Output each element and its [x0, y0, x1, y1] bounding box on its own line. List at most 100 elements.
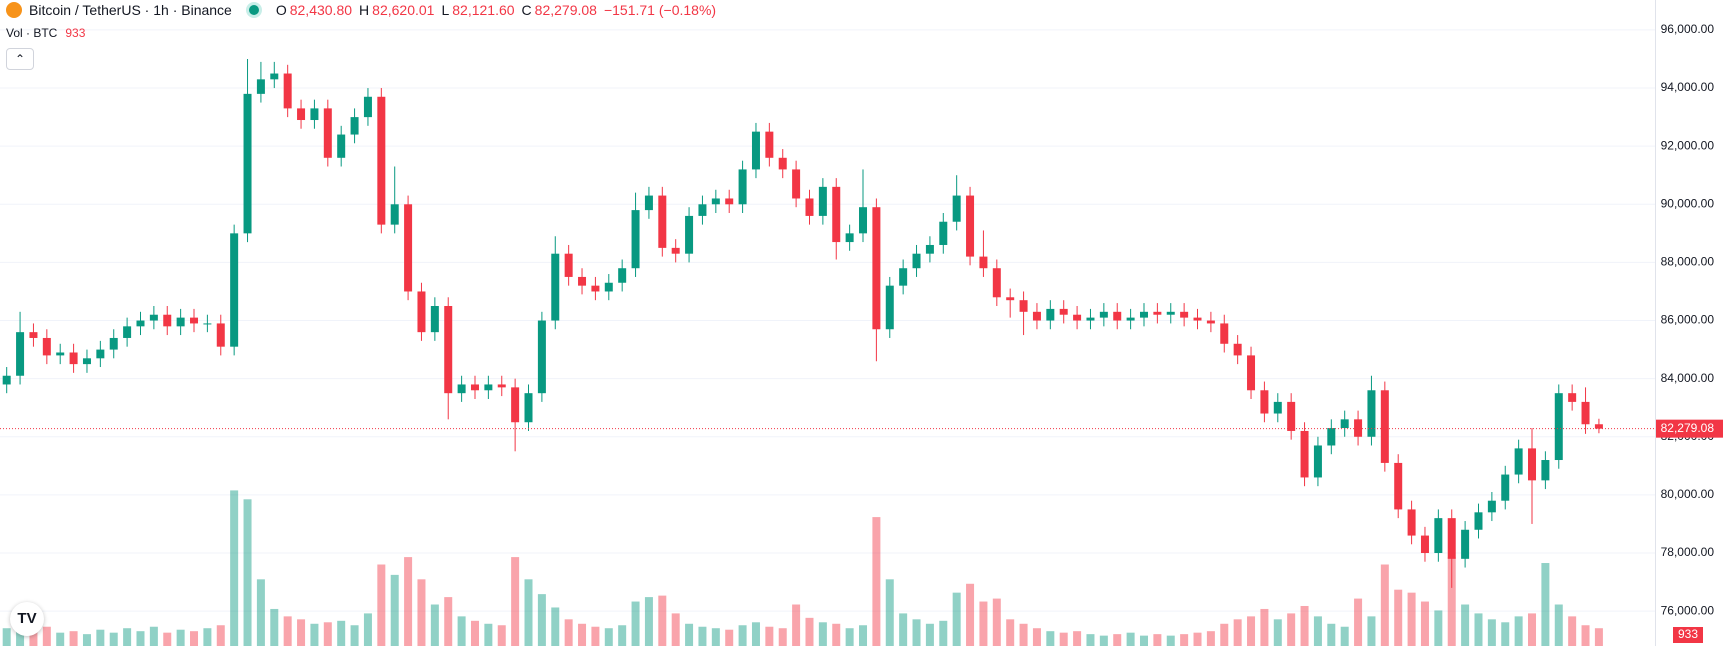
volume-bar	[631, 601, 640, 646]
volume-bar	[1327, 623, 1336, 646]
volume-bar	[457, 616, 466, 646]
candle-body	[430, 306, 439, 333]
volume-bar	[1541, 563, 1550, 646]
volume-bar	[297, 619, 306, 646]
candle-body	[203, 323, 212, 325]
ohlc-key: H	[359, 2, 370, 18]
y-tick-label: 96,000.00	[1661, 22, 1715, 36]
candle-body	[1487, 500, 1496, 513]
candle-body	[1113, 311, 1122, 321]
candle-body	[1059, 308, 1068, 315]
volume-bar	[792, 604, 801, 646]
y-tick-label: 86,000.00	[1661, 313, 1715, 327]
candle-body	[1420, 535, 1429, 554]
candle-body	[457, 384, 466, 394]
candle-body	[671, 247, 680, 254]
symbol-title: Bitcoin / TetherUS · 1h · Binance	[29, 2, 232, 18]
candle-body	[1313, 445, 1322, 478]
volume-bar	[604, 628, 613, 646]
candle-body	[765, 131, 774, 158]
candle-body	[1247, 355, 1256, 391]
candle-body	[1568, 393, 1577, 402]
candle-body	[698, 204, 707, 216]
volume-bar	[230, 490, 239, 646]
last-price-box	[1656, 419, 1723, 438]
volume-bar	[1528, 613, 1537, 646]
volume-bar	[310, 623, 319, 646]
y-tick-label: 80,000.00	[1661, 487, 1715, 501]
candle-body	[1046, 308, 1055, 321]
candle-body	[176, 317, 185, 327]
volume-bar	[591, 626, 600, 646]
volume-bar	[1153, 634, 1162, 646]
candle-body	[1193, 317, 1202, 321]
volume-bar	[872, 517, 881, 646]
volume-bar	[163, 632, 172, 646]
volume-bar	[1581, 625, 1590, 646]
candle-body	[805, 198, 814, 216]
volume-bar	[417, 579, 426, 646]
volume-bar	[912, 619, 921, 646]
candle-body	[109, 337, 118, 350]
volume-bar	[363, 613, 372, 646]
ohlc-key: L	[441, 2, 450, 18]
volume-bar	[1594, 628, 1603, 646]
ohlc-key: O	[275, 2, 287, 18]
header: Bitcoin / TetherUS · 1h · Binance O 82,43…	[6, 2, 720, 18]
candle-body	[323, 108, 332, 158]
candle-body	[872, 207, 881, 330]
candle-body	[1394, 462, 1403, 510]
candle-body	[1594, 424, 1603, 429]
candle-body	[163, 314, 172, 327]
candle-body	[992, 268, 1001, 298]
volume-bar	[818, 622, 827, 646]
candle-body	[1474, 512, 1483, 530]
candle-body	[1300, 430, 1309, 478]
candle-body	[1541, 460, 1550, 481]
volume-bar	[1514, 616, 1523, 646]
candle-body	[537, 320, 546, 394]
volume-bar	[470, 620, 479, 646]
volume-bar	[1180, 634, 1189, 646]
candle-body	[859, 207, 868, 234]
volume-bar	[1193, 632, 1202, 646]
volume-bar	[444, 597, 453, 646]
volume-bar	[1073, 631, 1082, 646]
candle-body	[404, 204, 413, 292]
candle-body	[644, 195, 653, 211]
ohlc-key: C	[521, 2, 532, 18]
candle-body	[1233, 343, 1242, 356]
candle-body	[337, 134, 346, 158]
candle-body	[912, 253, 921, 269]
candle-body	[1407, 509, 1416, 536]
candle-body	[149, 314, 158, 321]
candle-body	[1032, 311, 1041, 321]
volume-bar	[1019, 623, 1028, 646]
candle-body	[1354, 419, 1363, 437]
candle-body	[470, 384, 479, 391]
tradingview-logo[interactable]: TV	[10, 602, 44, 636]
candle-body	[1166, 311, 1175, 315]
candle-body	[377, 96, 386, 225]
candle-body	[564, 253, 573, 277]
volume-bar	[149, 626, 158, 646]
candle-body	[1220, 323, 1229, 344]
candle-body	[1273, 401, 1282, 414]
candle-body	[952, 195, 961, 222]
candle-body	[711, 198, 720, 205]
volume-bar	[136, 631, 145, 646]
candle-body	[96, 349, 105, 359]
volume-bar	[1287, 613, 1296, 646]
candle-body	[310, 108, 319, 121]
volume-bar	[725, 629, 734, 646]
y-tick-label: 78,000.00	[1661, 545, 1715, 559]
market-status[interactable]	[248, 5, 259, 15]
volume-bar	[1554, 604, 1563, 646]
volume-value: 933	[65, 26, 86, 40]
candle-body	[1287, 401, 1296, 431]
candle-body	[1006, 297, 1015, 301]
change: −151.71 (−0.18%)	[603, 2, 717, 18]
volume-bar	[390, 574, 399, 646]
collapse-button[interactable]: ⌃	[6, 48, 34, 70]
